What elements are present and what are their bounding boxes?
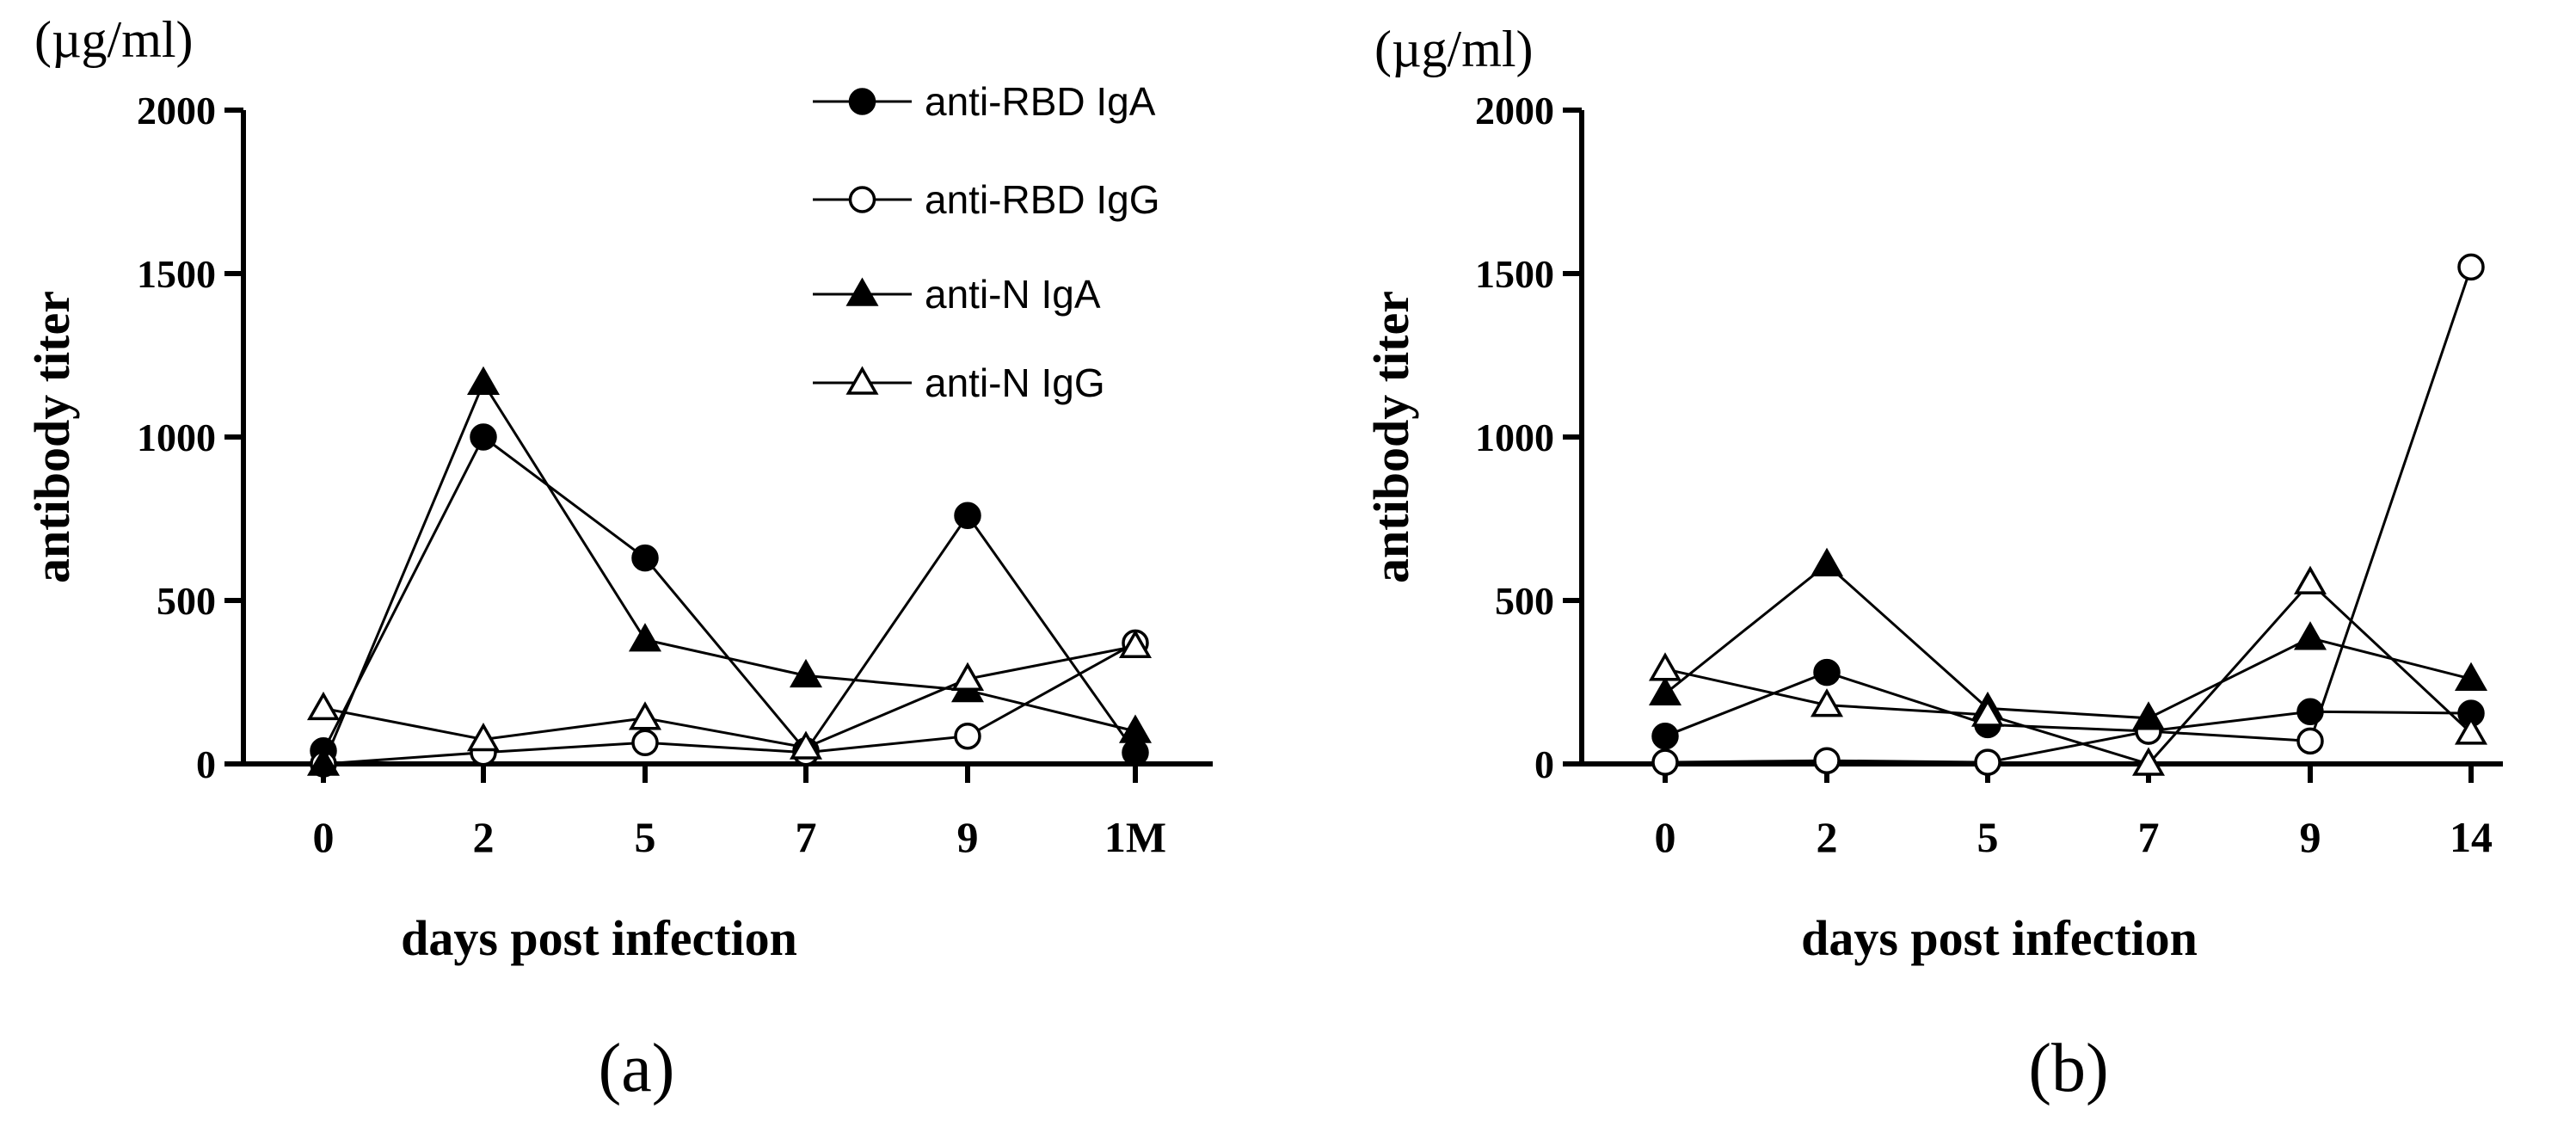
y-tick-label: 500 — [157, 579, 216, 623]
panel-label: (b) — [2028, 1031, 2108, 1106]
marker-anti-n-iga-14 — [2454, 662, 2488, 691]
marker-anti-rbd-iga-2 — [470, 423, 497, 451]
y-tick-label: 1500 — [137, 252, 216, 296]
x-axis-label: days post infection — [1801, 910, 2198, 966]
unit-label: (µg/ml) — [1374, 21, 1534, 77]
y-tick-label: 2000 — [1475, 89, 1554, 132]
marker-anti-n-igg-5 — [628, 701, 662, 730]
x-tick-label: 2 — [1817, 813, 1838, 861]
chart-panel-b: (µg/ml) antibody titer 0 500 1000 1500 2000 0 2 5… — [1363, 21, 2503, 1106]
x-tick-label: 1M — [1104, 813, 1166, 861]
x-tick-label: 9 — [2300, 813, 2321, 861]
marker-anti-n-iga-legend — [845, 277, 879, 306]
series-anti-n-igg — [1648, 565, 2488, 776]
y-tick-label: 2000 — [137, 89, 216, 132]
marker-anti-n-igg-0 — [1648, 652, 1682, 681]
y-tick-label: 1000 — [1475, 416, 1554, 459]
marker-anti-rbd-igg-0 — [1651, 748, 1679, 776]
marker-anti-n-igg-5 — [1970, 698, 2005, 727]
marker-anti-rbd-igg-2 — [1813, 747, 1841, 774]
marker-anti-rbd-iga-9 — [2296, 698, 2324, 725]
x-tick-label: 14 — [2450, 813, 2493, 861]
marker-anti-rbd-igg-14 — [2457, 253, 2485, 281]
marker-anti-n-igg-9 — [2293, 565, 2327, 594]
y-tick-label: 0 — [1534, 742, 1554, 786]
marker-anti-rbd-iga-5 — [631, 544, 659, 572]
x-tick-label: 0 — [313, 813, 335, 861]
legend-item: anti-N IgA — [813, 272, 1101, 317]
marker-anti-rbd-iga-0 — [1651, 722, 1679, 750]
y-tick-label: 1000 — [137, 416, 216, 459]
marker-anti-rbd-igg-9 — [954, 722, 981, 750]
series-anti-n-iga — [306, 366, 1153, 776]
series-anti-rbd-iga — [1651, 658, 2485, 750]
series-anti-rbd-igg — [1651, 253, 2485, 776]
series-line — [1664, 563, 2472, 720]
legend-label: anti-N IgA — [925, 272, 1101, 317]
x-tick-label: 7 — [2138, 813, 2160, 861]
marker-anti-rbd-igg-legend — [848, 186, 876, 213]
marker-anti-n-iga-5 — [628, 623, 662, 652]
marker-anti-rbd-iga-2 — [1813, 658, 1841, 686]
y-axis-label: antibody titer — [1363, 291, 1419, 583]
y-axis-label: antibody titer — [24, 291, 80, 583]
series-anti-n-igg — [306, 629, 1153, 760]
marker-anti-n-igg-9 — [950, 662, 985, 691]
series-line — [322, 434, 1137, 754]
marker-anti-n-iga-2 — [466, 366, 501, 396]
marker-anti-rbd-iga-9 — [954, 502, 981, 529]
marker-anti-n-igg-7 — [789, 730, 823, 760]
series-line — [323, 642, 1136, 766]
series-anti-n-iga — [1648, 547, 2488, 730]
panel-label: (a) — [599, 1031, 675, 1106]
marker-anti-n-igg-0 — [306, 691, 341, 721]
x-tick-label: 5 — [1977, 813, 1999, 861]
x-tick-label: 9 — [957, 813, 979, 861]
legend: anti-RBD IgA anti-RBD IgG anti-N IgA anti-N… — [813, 79, 1160, 405]
x-tick-label: 5 — [635, 813, 656, 861]
marker-anti-n-igg-14 — [2454, 716, 2488, 745]
marker-anti-n-igg-2 — [466, 722, 501, 752]
marker-anti-n-iga-0 — [306, 747, 341, 776]
y-tick-label: 0 — [196, 742, 216, 786]
marker-anti-rbd-igg-5 — [631, 729, 659, 757]
marker-anti-rbd-igg-9 — [2296, 727, 2324, 755]
legend-label: anti-RBD IgG — [925, 177, 1160, 222]
legend-item: anti-N IgG — [813, 360, 1105, 405]
marker-anti-n-igg-7 — [2131, 747, 2166, 776]
series-line — [1664, 671, 2472, 738]
marker-anti-n-iga-2 — [1810, 547, 1844, 576]
legend-item: anti-RBD IgA — [813, 79, 1156, 124]
marker-anti-n-igg-1m — [1118, 629, 1153, 658]
x-axis-label: days post infection — [401, 910, 797, 966]
chart-panel-a: (µg/ml) antibody titer 0 500 1000 1500 2000 0 2 5… — [24, 11, 1213, 1106]
marker-anti-n-iga-7 — [2131, 701, 2166, 730]
series-line — [1664, 266, 2473, 764]
y-tick-label: 1500 — [1475, 252, 1554, 296]
marker-anti-n-igg-2 — [1810, 688, 1844, 717]
y-tick-label: 500 — [1495, 579, 1554, 623]
marker-anti-rbd-iga-legend — [848, 88, 876, 115]
marker-anti-n-iga-1m — [1118, 714, 1153, 743]
legend-label: anti-N IgG — [925, 360, 1105, 405]
x-tick-label: 2 — [473, 813, 495, 861]
marker-anti-rbd-iga-1m — [1122, 738, 1149, 767]
series-line — [1664, 580, 2473, 766]
series-line — [323, 644, 1136, 749]
marker-anti-rbd-igg-5 — [1974, 748, 2001, 776]
unit-label: (µg/ml) — [34, 11, 194, 68]
legend-item: anti-RBD IgG — [813, 177, 1160, 222]
marker-anti-n-iga-9 — [2293, 621, 2327, 650]
series-anti-rbd-iga — [310, 423, 1149, 767]
x-tick-label: 0 — [1655, 813, 1676, 861]
x-tick-label: 7 — [796, 813, 817, 861]
legend-label: anti-RBD IgA — [925, 79, 1156, 124]
series-line — [322, 380, 1136, 765]
marker-anti-n-iga-7 — [789, 658, 823, 688]
marker-anti-n-iga-0 — [1648, 676, 1682, 706]
marker-anti-n-igg-legend — [845, 366, 879, 395]
